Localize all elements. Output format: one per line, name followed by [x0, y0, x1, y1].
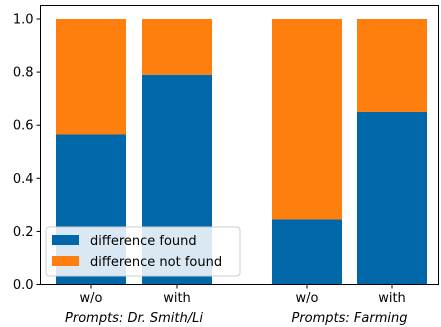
legend-label: difference found — [90, 234, 197, 249]
bar-segment-not-found-1 — [142, 19, 212, 75]
y-tick-label: 0.6 — [13, 119, 34, 134]
group-label: Prompts: Dr. Smith/Li — [65, 311, 203, 326]
legend-box — [45, 226, 241, 277]
y-tick-label: 0.2 — [13, 225, 34, 240]
y-axis-ticks: 0.0 0.2 0.4 0.6 0.8 1.0 — [13, 13, 41, 293]
bar-segment-found-3 — [357, 111, 427, 285]
bars-layer — [56, 19, 427, 285]
legend: difference found difference not found — [45, 226, 241, 277]
group-label: Prompts: Farming — [292, 311, 408, 326]
x-tick-label: with — [163, 291, 191, 306]
legend-label: difference not found — [90, 255, 222, 270]
bar-segment-not-found-0 — [56, 19, 126, 135]
y-tick-label: 1.0 — [13, 13, 34, 28]
bar-segment-not-found-2 — [272, 19, 342, 220]
plot-frame — [40, 5, 439, 285]
x-tick-label: w/o — [296, 291, 319, 306]
bar-segment-found-2 — [272, 219, 342, 285]
x-axis-ticks: w/o with w/o with — [80, 284, 406, 306]
group-labels: Prompts: Dr. Smith/Li Prompts: Farming — [65, 311, 407, 326]
legend-swatch-found — [52, 235, 79, 245]
y-tick-label: 0.0 — [13, 278, 34, 293]
y-tick-label: 0.4 — [13, 172, 34, 187]
x-tick-label: w/o — [80, 291, 103, 306]
bar-segment-not-found-3 — [357, 19, 427, 112]
x-tick-label: with — [378, 291, 406, 306]
axes-layer — [40, 5, 439, 285]
y-tick-label: 0.8 — [13, 66, 34, 81]
legend-swatch-not-found — [52, 256, 79, 266]
